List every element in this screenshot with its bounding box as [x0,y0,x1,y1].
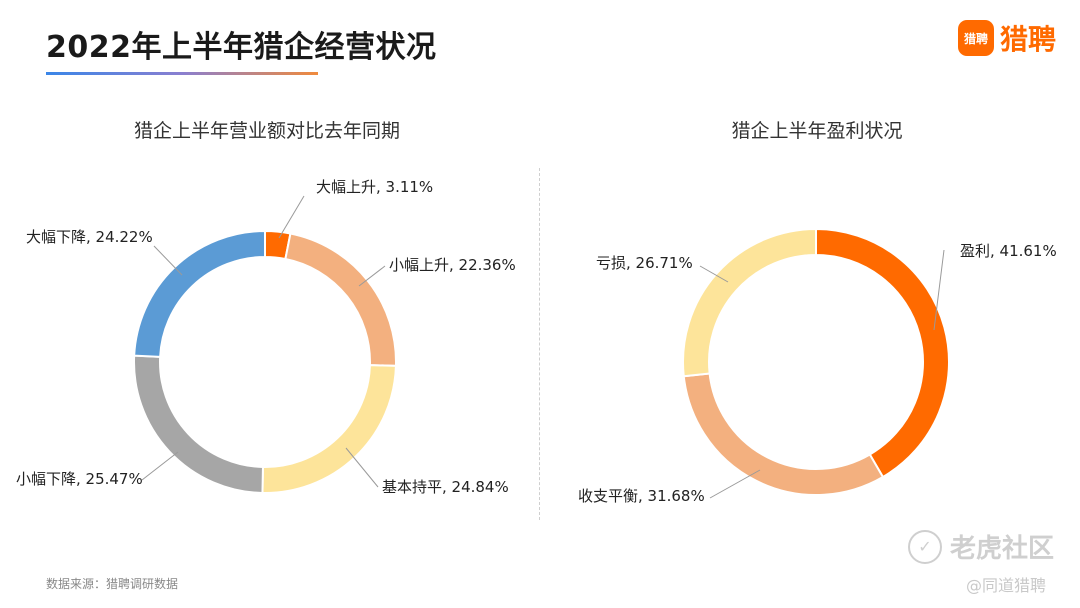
brand-logo: 猎聘 猎聘 [957,18,1056,58]
logo-icon: 猎聘 [957,20,994,56]
chart2-data-label-1: 收支平衡, 31.68% [578,487,705,505]
chart2-leader-line-2 [699,265,729,283]
page-title: 2022年上半年猎企经营状况 [46,30,437,65]
chart1-leader-line-0 [278,195,305,239]
chart2-slice-1 [682,372,885,496]
chart-divider [539,168,540,520]
chart1-leader-line-1 [358,265,386,287]
chart1-data-label-1: 小幅上升, 22.36% [389,256,516,274]
title-underline [46,72,318,75]
watermark-text: 老虎社区 [950,534,1055,564]
data-source-note: 数据来源：猎聘调研数据 [46,577,179,591]
logo-text: 猎聘 [999,23,1056,56]
chart1-data-label-3: 小幅下降, 25.47% [16,470,143,488]
chart1-slice-1 [284,232,397,367]
chart1-data-label-4: 大幅下降, 24.22% [26,228,153,246]
chart2-slice-0 [815,227,950,479]
chart1-leader-line-3 [141,451,179,481]
chart1-slice-4 [133,229,266,358]
chart1-title: 猎企上半年营业额对比去年同期 [133,120,400,142]
chart1-data-label-0: 大幅上升, 3.11% [316,178,433,196]
chart2-data-label-2: 亏损, 26.71% [596,254,693,272]
chart1-leader-line-4 [153,245,183,276]
chart2-leader-line-0 [933,249,945,331]
chart1-slice-2 [261,364,397,494]
chart2-slice-2 [682,227,817,378]
chart2-title: 猎企上半年盈利状况 [731,120,903,142]
chart2-data-label-0: 盈利, 41.61% [960,242,1057,260]
watermark-icon: ✓ [908,529,942,564]
chart1-leader-line-2 [345,447,379,488]
watermark-subtext: @同道猎聘 [966,576,1047,595]
watermark: ✓ 老虎社区 [908,528,1054,565]
chart1-data-label-2: 基本持平, 24.84% [382,478,509,496]
chart1-slice-3 [133,354,264,494]
chart2-leader-line-1 [709,469,761,499]
